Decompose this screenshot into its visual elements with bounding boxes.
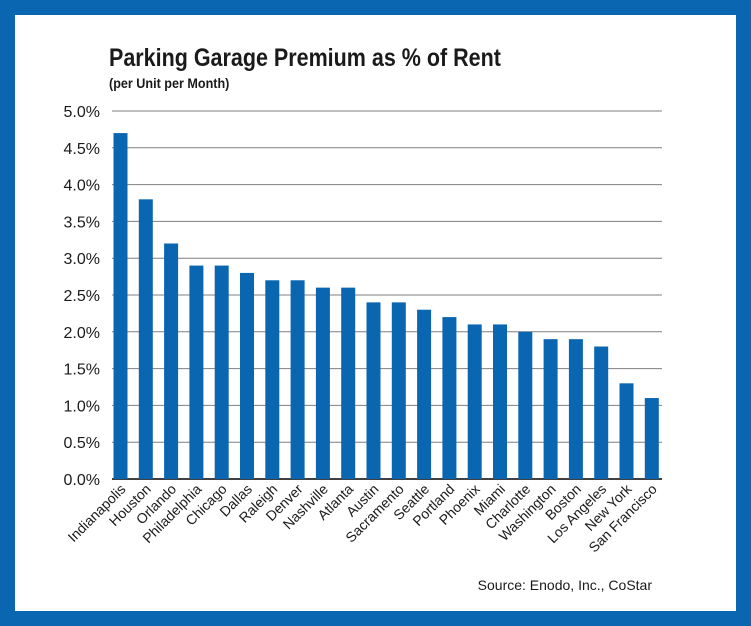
source-note: Source: Enodo, Inc., CoStar — [477, 577, 652, 593]
y-tick-label: 0.0% — [64, 472, 100, 489]
bar-chicago — [214, 265, 229, 479]
bar-phoenix — [467, 324, 482, 479]
y-tick-label: 2.0% — [64, 325, 100, 342]
y-tick-label: 1.0% — [64, 398, 100, 415]
y-tick-label: 4.0% — [64, 178, 100, 195]
bar-seattle — [417, 309, 432, 479]
bar-boston — [568, 339, 583, 479]
bar-charlotte — [518, 331, 533, 479]
bar-dallas — [240, 272, 254, 479]
bar-los-angeles — [594, 346, 609, 479]
bar-washington — [543, 339, 558, 479]
bar-miami — [493, 324, 507, 479]
bar-nashville — [315, 287, 330, 479]
y-tick-label: 1.5% — [64, 362, 100, 379]
y-tick-label: 0.5% — [64, 435, 100, 452]
bar-indianapolis — [113, 133, 128, 479]
chart-subtitle: (per Unit per Month) — [109, 75, 230, 91]
y-tick-label: 2.5% — [64, 288, 100, 305]
bar-raleigh — [265, 280, 280, 479]
bar-denver — [290, 280, 305, 479]
bar-austin — [366, 302, 381, 479]
y-tick-label: 3.5% — [64, 214, 100, 231]
bar-san-francisco — [644, 398, 659, 479]
chart-title: Parking Garage Premium as % of Rent — [109, 44, 501, 72]
bar-atlanta — [341, 287, 356, 479]
bars — [113, 133, 659, 479]
bar-houston — [138, 199, 153, 479]
y-tick-label: 3.0% — [64, 251, 100, 268]
bar-orlando — [164, 243, 179, 479]
y-tick-label: 5.0% — [64, 104, 100, 121]
x-axis-labels: IndianapolisHoustonOrlandoPhiladelphiaCh… — [64, 480, 660, 555]
bar-sacramento — [391, 302, 406, 479]
bar-new-york — [619, 383, 634, 479]
y-tick-label: 4.5% — [64, 141, 100, 158]
bar-philadelphia — [189, 265, 204, 479]
y-axis-ticks: 0.0% 0.5% 1.0% 1.5% 2.0% 2.5% 3.0% 3.5% 4.0% 4.5%… — [64, 104, 100, 489]
bar-portland — [442, 317, 457, 479]
